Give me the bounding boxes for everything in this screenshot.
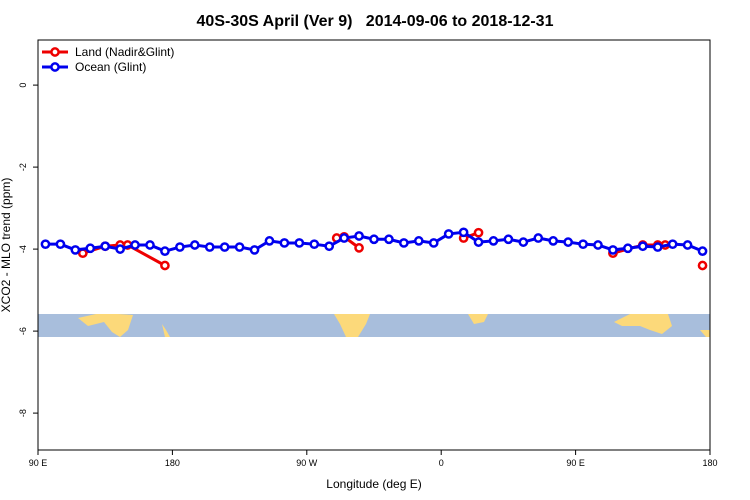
point <box>160 260 170 271</box>
point <box>55 239 66 250</box>
y-axis-label: XCO2 - MLO trend (ppm) <box>0 178 13 313</box>
point <box>189 240 200 250</box>
point <box>145 240 155 250</box>
x-axis-label: Longitude (deg E) <box>326 477 421 491</box>
x-tick-label: 180 <box>165 458 180 468</box>
legend-marker <box>50 62 60 72</box>
point <box>115 244 125 254</box>
chart-title: 40S-30S April (Ver 9) 2014-09-06 to 2018… <box>197 13 554 30</box>
x-tick-label: 90 W <box>296 458 318 468</box>
point <box>608 245 618 255</box>
point <box>70 245 81 255</box>
point <box>473 227 484 238</box>
point <box>652 242 663 252</box>
point <box>458 227 469 238</box>
point <box>682 240 693 250</box>
point <box>518 237 529 247</box>
plot-frame <box>37 39 711 451</box>
point <box>697 260 708 271</box>
point <box>637 241 648 252</box>
point <box>324 241 335 252</box>
legend-label: Land (Nadir&Glint) <box>75 45 174 59</box>
point <box>279 238 290 248</box>
point <box>399 238 409 248</box>
point <box>548 236 559 246</box>
point <box>234 242 245 252</box>
point <box>249 245 260 255</box>
point <box>309 239 320 250</box>
point <box>533 233 544 243</box>
point <box>354 231 364 241</box>
point <box>130 240 140 250</box>
point <box>40 239 51 250</box>
point <box>697 246 708 256</box>
point <box>503 234 514 245</box>
x-tick-label: 0 <box>439 458 444 468</box>
x-tick-label: 90 E <box>29 458 48 468</box>
x-tick-label: 180 <box>702 458 717 468</box>
point <box>578 239 588 250</box>
point <box>85 243 96 254</box>
point <box>369 234 379 245</box>
point <box>667 239 678 250</box>
y-tick-label: 0 <box>18 83 28 88</box>
point <box>443 229 454 239</box>
point <box>339 233 349 243</box>
point <box>413 236 424 246</box>
y-tick-label: -2 <box>18 163 28 171</box>
y-tick-label: -4 <box>18 245 28 253</box>
point <box>204 242 215 252</box>
point <box>563 237 573 247</box>
point <box>473 237 484 247</box>
point <box>264 236 275 246</box>
map-strip <box>38 314 710 337</box>
point <box>160 246 170 256</box>
y-tick-label: -8 <box>18 409 28 417</box>
point <box>593 240 603 250</box>
y-tick-label: -6 <box>18 327 28 335</box>
legend-marker <box>50 47 60 57</box>
point <box>175 242 185 252</box>
point <box>100 241 111 252</box>
point <box>219 242 230 252</box>
point <box>294 238 305 248</box>
legend-label: Ocean (Glint) <box>75 60 146 74</box>
point <box>384 234 394 245</box>
point <box>354 243 364 253</box>
point <box>428 238 439 248</box>
x-tick-label: 90 E <box>566 458 585 468</box>
point <box>623 243 633 254</box>
point <box>488 236 499 246</box>
